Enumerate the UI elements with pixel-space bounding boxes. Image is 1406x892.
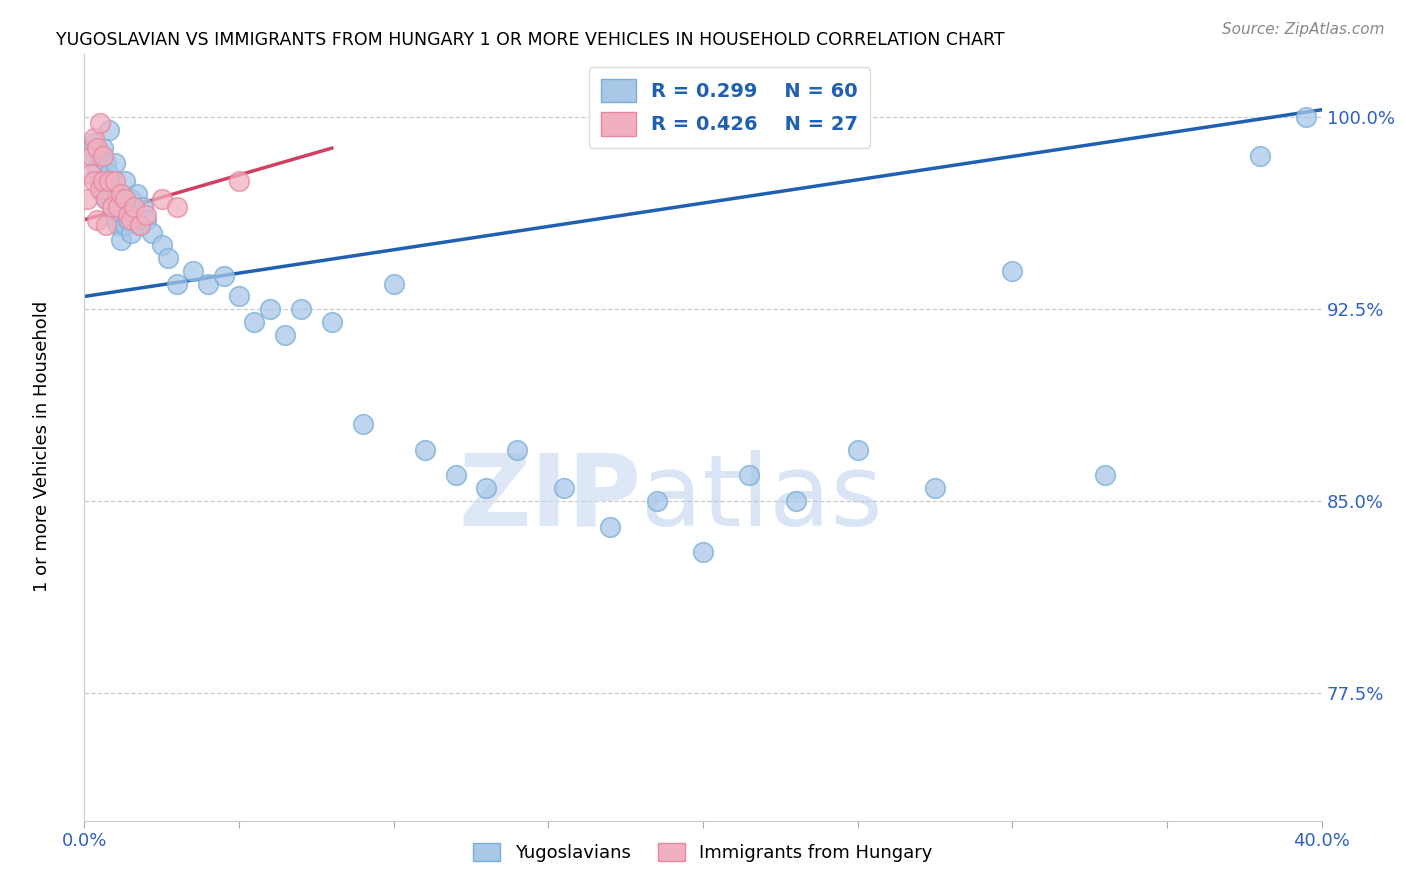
Point	[413, 442, 436, 457]
Point	[89, 115, 111, 129]
Point	[135, 208, 157, 222]
Point	[101, 174, 124, 188]
Point	[94, 192, 117, 206]
Point	[91, 149, 114, 163]
Point	[553, 481, 575, 495]
Point	[91, 187, 114, 202]
Point	[83, 174, 105, 188]
Point	[382, 277, 405, 291]
Point	[110, 233, 132, 247]
Point	[110, 200, 132, 214]
Point	[645, 494, 668, 508]
Legend: Yugoslavians, Immigrants from Hungary: Yugoslavians, Immigrants from Hungary	[465, 835, 941, 869]
Point	[846, 442, 869, 457]
Point	[104, 174, 127, 188]
Point	[98, 167, 121, 181]
Point	[444, 468, 467, 483]
Point	[86, 161, 108, 176]
Point	[117, 212, 139, 227]
Text: atlas: atlas	[641, 450, 883, 547]
Point	[243, 315, 266, 329]
Point	[86, 141, 108, 155]
Point	[114, 174, 136, 188]
Point	[120, 192, 142, 206]
Point	[1249, 149, 1271, 163]
Point	[114, 192, 136, 206]
Point	[228, 174, 250, 188]
Point	[122, 208, 145, 222]
Point	[150, 192, 173, 206]
Point	[76, 192, 98, 206]
Point	[1001, 264, 1024, 278]
Point	[181, 264, 204, 278]
Point	[114, 218, 136, 232]
Point	[120, 226, 142, 240]
Point	[98, 123, 121, 137]
Point	[132, 200, 155, 214]
Point	[125, 187, 148, 202]
Point	[94, 156, 117, 170]
Point	[104, 212, 127, 227]
Point	[228, 289, 250, 303]
Point	[110, 187, 132, 202]
Point	[83, 136, 105, 150]
Point	[259, 302, 281, 317]
Point	[692, 545, 714, 559]
Point	[352, 417, 374, 432]
Point	[107, 218, 129, 232]
Point	[475, 481, 498, 495]
Point	[321, 315, 343, 329]
Point	[79, 149, 101, 163]
Point	[785, 494, 807, 508]
Point	[101, 200, 124, 214]
Point	[129, 218, 152, 232]
Point	[91, 141, 114, 155]
Point	[89, 182, 111, 196]
Text: YUGOSLAVIAN VS IMMIGRANTS FROM HUNGARY 1 OR MORE VEHICLES IN HOUSEHOLD CORRELATI: YUGOSLAVIAN VS IMMIGRANTS FROM HUNGARY 1…	[56, 31, 1005, 49]
Point	[79, 167, 101, 181]
Point	[101, 200, 124, 214]
Point	[1295, 111, 1317, 125]
Point	[104, 156, 127, 170]
Point	[166, 277, 188, 291]
Text: Source: ZipAtlas.com: Source: ZipAtlas.com	[1222, 22, 1385, 37]
Point	[89, 174, 111, 188]
Point	[122, 200, 145, 214]
Point	[1094, 468, 1116, 483]
Point	[166, 200, 188, 214]
Point	[135, 212, 157, 227]
Point	[212, 268, 235, 283]
Point	[274, 327, 297, 342]
Point	[94, 218, 117, 232]
Point	[924, 481, 946, 495]
Point	[98, 174, 121, 188]
Point	[94, 192, 117, 206]
Text: 1 or more Vehicles in Household: 1 or more Vehicles in Household	[34, 301, 51, 591]
Point	[599, 519, 621, 533]
Point	[150, 238, 173, 252]
Point	[83, 131, 105, 145]
Point	[86, 212, 108, 227]
Point	[129, 218, 152, 232]
Point	[738, 468, 761, 483]
Point	[91, 174, 114, 188]
Point	[141, 226, 163, 240]
Point	[156, 251, 179, 265]
Point	[197, 277, 219, 291]
Point	[107, 187, 129, 202]
Point	[79, 149, 101, 163]
Point	[506, 442, 529, 457]
Point	[117, 208, 139, 222]
Point	[290, 302, 312, 317]
Text: ZIP: ZIP	[458, 450, 641, 547]
Point	[89, 149, 111, 163]
Point	[107, 200, 129, 214]
Point	[120, 212, 142, 227]
